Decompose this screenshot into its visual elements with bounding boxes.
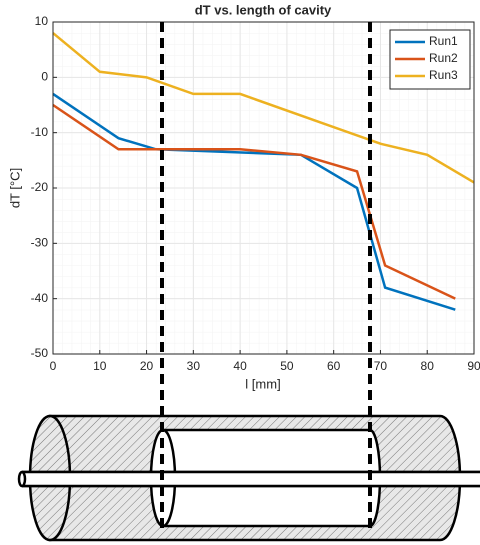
y-tick-label: -30 (31, 236, 49, 250)
chart-title: dT vs. length of cavity (195, 2, 332, 17)
legend-label: Run2 (429, 51, 458, 65)
x-tick-label: 90 (467, 359, 480, 373)
x-tick-label: 20 (140, 359, 154, 373)
legend-label: Run3 (429, 68, 458, 82)
y-tick-label: -50 (31, 346, 49, 360)
cavity-diagram (17, 414, 480, 542)
y-tick-label: -10 (31, 125, 49, 139)
x-tick-label: 70 (374, 359, 388, 373)
series-line (52, 103, 456, 300)
y-tick-label: -40 (31, 291, 49, 305)
y-tick-label: 10 (35, 14, 49, 28)
y-tick-label: 0 (41, 70, 48, 84)
x-tick-label: 50 (280, 359, 294, 373)
legend-box (389, 29, 471, 90)
rod-edge (22, 470, 480, 488)
legend-label: Run1 (429, 34, 458, 48)
series-line (52, 32, 475, 184)
x-tick-label: 40 (233, 359, 247, 373)
x-tick-label: 30 (187, 359, 201, 373)
x-axis-label: l [mm] (245, 376, 280, 391)
x-tick-label: 60 (327, 359, 341, 373)
x-tick-label: 0 (50, 359, 57, 373)
x-tick-label: 10 (93, 359, 107, 373)
y-tick-label: -20 (31, 180, 49, 194)
y-axis-label: dT [°C] (7, 168, 22, 208)
rod-end (17, 470, 27, 488)
x-tick-label: 80 (421, 359, 435, 373)
rod-fill (22, 472, 480, 486)
